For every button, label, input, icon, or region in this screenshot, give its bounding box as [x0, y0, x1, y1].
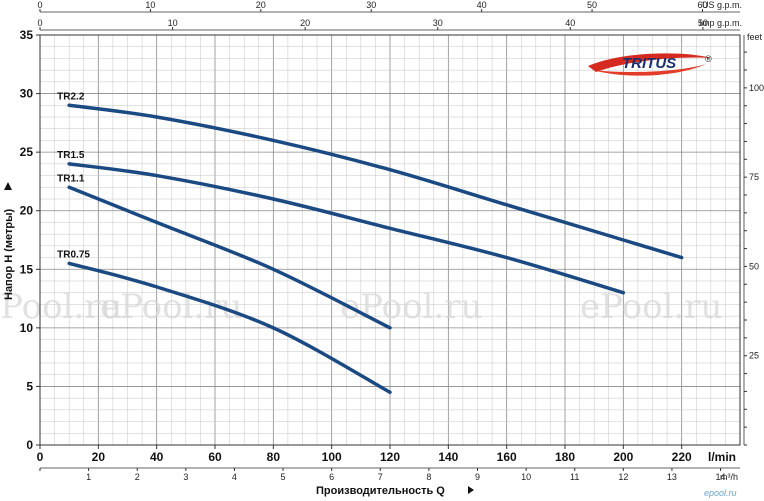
usgpm-tick-label: 50: [587, 0, 597, 10]
series-label-tr0-75: TR0.75: [57, 249, 90, 260]
logo-swoosh: [588, 53, 712, 72]
m3h-tick-label: 6: [329, 472, 334, 482]
series-line-tr1-1: [67, 185, 392, 330]
logo-reg: ®: [705, 54, 712, 64]
m3h-tick-label: 5: [281, 472, 286, 482]
series-line-tr2-2: [67, 103, 684, 260]
y-axis-title: Напор H (метры): [3, 209, 15, 300]
x-tick-label: 140: [438, 450, 458, 464]
x-tick-label: 160: [497, 450, 517, 464]
series-line-tr1-5: [67, 162, 626, 295]
m3h-tick-label: 12: [618, 472, 628, 482]
y-tick-label: 10: [20, 321, 34, 335]
y-tick-label: 20: [20, 204, 34, 218]
x-tick-label: 100: [322, 450, 342, 464]
x-tick-label: 200: [613, 450, 633, 464]
y-tick-label: 0: [26, 438, 33, 452]
series-label-tr1-1: TR1.1: [57, 173, 85, 184]
x-axis-title: Производительность Q: [316, 485, 445, 497]
impgpm-tick-label: 0: [37, 18, 42, 28]
usgpm-tick-label: 40: [477, 0, 487, 10]
usgpm-tick-label: 20: [256, 0, 266, 10]
impgpm-tick-label: 50: [698, 18, 708, 28]
watermark-3: ePool.ru: [340, 287, 482, 327]
watermark-layer: ePool.ru ePool.ru ePool.ru ePool.ru: [0, 287, 722, 327]
logo-swoosh-lower: [592, 64, 706, 76]
curves: [67, 103, 684, 395]
x-tick-label: 60: [208, 450, 222, 464]
m3h-tick-label: 8: [426, 472, 431, 482]
impgpm-tick-label: 40: [565, 18, 575, 28]
y-tick-label: 15: [20, 262, 34, 276]
series-line-tr0-75: [67, 261, 392, 395]
impgpm-tick-label: 30: [433, 18, 443, 28]
y-axis-arrow: [4, 182, 12, 190]
usgpm-tick-label: 60: [697, 0, 707, 10]
grid: [39, 34, 741, 446]
series-label-tr2-2: TR2.2: [57, 91, 85, 102]
feet-tick-label: 25: [749, 351, 759, 361]
m3h-tick-label: 13: [667, 472, 677, 482]
feet-unit-label: feet: [747, 32, 763, 42]
m3h-tick-label: 4: [232, 472, 237, 482]
m3h-tick-label: 2: [135, 472, 140, 482]
feet-tick-label: 75: [749, 172, 759, 182]
tritus-logo: TRITUS ®: [588, 53, 712, 76]
m3h-unit-label: m³/h: [720, 472, 738, 482]
x-tick-label: 0: [37, 450, 44, 464]
x-tick-label: 180: [555, 450, 575, 464]
m3h-tick-label: 10: [521, 472, 531, 482]
m3h-tick-label: 11: [570, 472, 579, 482]
watermark-4: ePool.ru: [580, 287, 722, 327]
corner-mark: epool.ru: [704, 488, 737, 498]
x-tick-label: 80: [267, 450, 281, 464]
curve-labels: TR2.2 TR1.5 TR1.1 TR0.75: [57, 91, 90, 260]
y-tick-label: 5: [26, 379, 33, 393]
x-tick-label: 120: [380, 450, 400, 464]
usgpm-unit-label: US g.p.m.: [702, 0, 742, 10]
axes: 0 20 40 60 80 100 120 140 160 180 200 220 l/min05101…: [20, 0, 764, 482]
series-label-tr1-5: TR1.5: [57, 150, 85, 161]
usgpm-tick-label: 0: [37, 0, 42, 10]
corner-mark-bg: [700, 486, 762, 499]
usgpm-tick-label: 30: [366, 0, 376, 10]
feet-tick-label: 100: [749, 83, 764, 93]
usgpm-tick-label: 10: [145, 0, 155, 10]
x-axis-arrow: [468, 486, 474, 494]
y-tick-label: 30: [20, 87, 34, 101]
y-tick-label: 25: [20, 145, 34, 159]
m3h-tick-label: 7: [378, 472, 383, 482]
x-unit-label: l/min: [708, 450, 736, 464]
m3h-tick-label: 1: [86, 472, 91, 482]
impgpm-unit-label: Imp g.p.m.: [699, 18, 742, 28]
watermark-1: ePool.ru: [0, 287, 122, 327]
m3h-tick-label: 14: [716, 472, 726, 482]
x-tick-label: 220: [672, 450, 692, 464]
y-tick-label: 35: [20, 28, 34, 42]
feet-tick-label: 50: [749, 261, 759, 271]
impgpm-tick-label: 10: [168, 18, 178, 28]
x-tick-label: 40: [150, 450, 164, 464]
x-tick-label: 20: [92, 450, 106, 464]
m3h-tick-label: 3: [183, 472, 188, 482]
m3h-tick-label: 9: [475, 472, 480, 482]
logo-text: TRITUS: [622, 55, 676, 72]
impgpm-tick-label: 20: [300, 18, 310, 28]
